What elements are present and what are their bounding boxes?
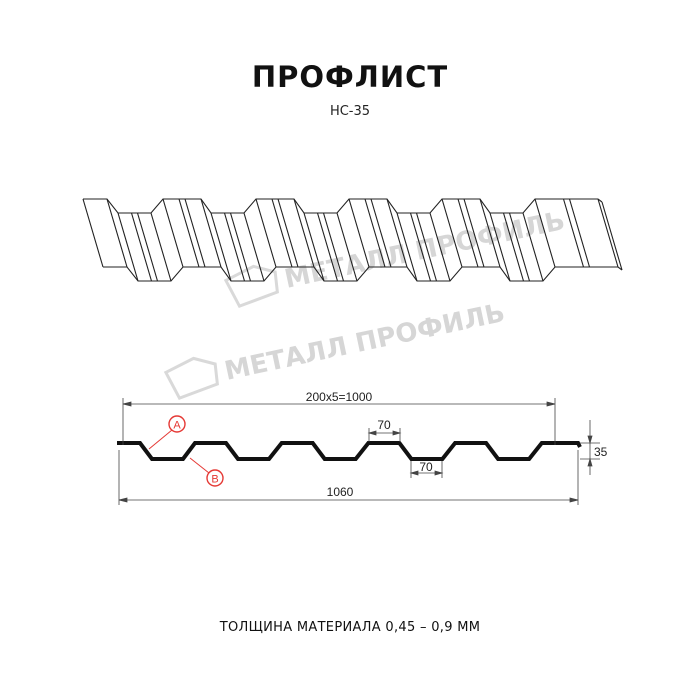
sheet-line [293, 198, 315, 268]
dim-step-label: 200x5=1000 [306, 390, 373, 404]
sheet-perspective-view [82, 198, 623, 282]
callout-a-label: A [173, 420, 181, 432]
sheet-line [150, 212, 172, 282]
dimension-lines [118, 398, 600, 505]
dim-top-flat-label: 70 [377, 418, 391, 432]
sheet-line [117, 212, 139, 282]
sheet-line [370, 198, 392, 268]
callout-b-label: B [211, 474, 218, 486]
sheet-line [601, 201, 623, 271]
page-title: ПРОФЛИСТ [251, 60, 449, 94]
callout-a: A [148, 415, 186, 450]
profile-model: НС-35 [329, 104, 371, 119]
sheet-line [409, 212, 432, 282]
sheet-line [184, 198, 206, 268]
sheet-line [508, 212, 531, 282]
sheet-line [229, 212, 252, 282]
sheet-line [534, 198, 556, 268]
sheet-line [178, 198, 200, 268]
sheet-line [255, 198, 277, 268]
sheet-line [502, 212, 525, 282]
watermark-text: МЕТАЛЛ ПРОФИЛЬ [222, 298, 508, 387]
sheet-line [210, 212, 232, 282]
sheet-line [415, 212, 438, 282]
sheet-line [441, 198, 463, 268]
sheet-line [130, 212, 153, 282]
sheet-line [489, 212, 511, 282]
sheet-line [429, 212, 451, 282]
dim-total-label: 1060 [327, 485, 354, 499]
sheet-line [562, 198, 585, 268]
material-thickness: ТОЛЩИНА МАТЕРИАЛА 0,45 – 0,9 ММ [219, 620, 481, 635]
sheet-line [243, 212, 265, 282]
sheet-line [463, 198, 485, 268]
sheet-line [162, 198, 184, 268]
dim-height-label: 35 [594, 445, 608, 459]
sheet-line [597, 198, 619, 268]
sheet-line [396, 212, 418, 282]
sheet-line [316, 212, 339, 282]
sheet-line [303, 212, 325, 282]
sheet-line [336, 212, 358, 282]
sheet-line [200, 198, 222, 268]
dim-bottom-flat-label: 70 [419, 460, 433, 474]
sheet-line [136, 212, 159, 282]
sheet-line [364, 198, 386, 268]
sheet-line [322, 212, 345, 282]
sheet-line [522, 212, 544, 282]
sheet-line [106, 198, 128, 268]
sheet-line [568, 198, 591, 268]
sheet-line [277, 198, 299, 268]
callout-b: B [189, 457, 224, 487]
sheet-line [457, 198, 479, 268]
profile-cross-section [117, 441, 582, 461]
sheet-line [82, 198, 104, 268]
sheet-line [271, 198, 293, 268]
sheet-line [348, 198, 370, 268]
sheet-line [479, 198, 501, 268]
sheet-line [386, 198, 408, 268]
sheet-line [83, 198, 603, 214]
watermark-logo-2: МЕТАЛЛ ПРОФИЛЬ [163, 298, 508, 401]
sheet-line [223, 212, 246, 282]
